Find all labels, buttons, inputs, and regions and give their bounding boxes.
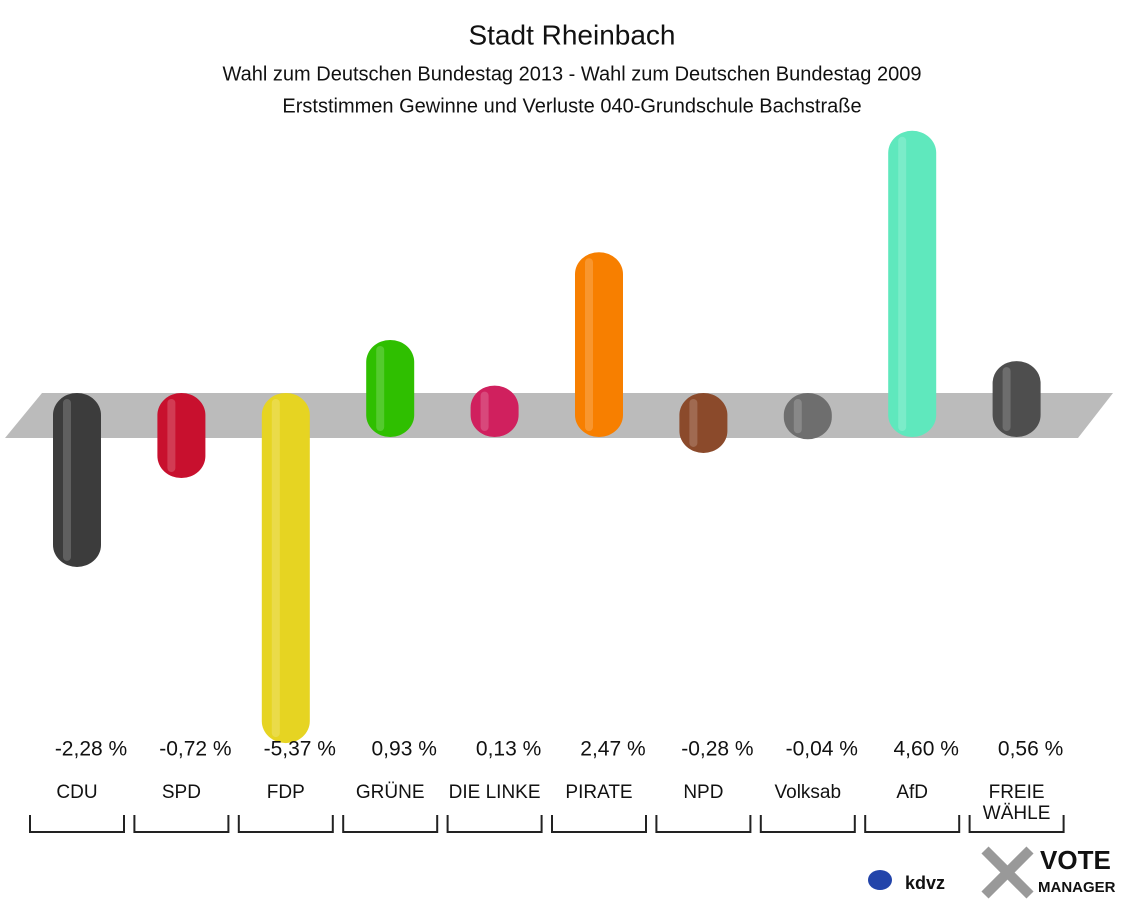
bar-highlight (480, 391, 489, 431)
bar (888, 130, 937, 438)
subtitle: Wahl zum Deutschen Bundestag 2013 - Wahl… (223, 63, 922, 85)
bar (992, 361, 1041, 437)
bar (157, 393, 206, 479)
bar (366, 339, 415, 437)
bracket (551, 815, 647, 833)
logo-text: kdvz (905, 873, 945, 893)
x-tick-label: DIE LINKE (448, 782, 541, 803)
bracket (446, 815, 543, 833)
logo-mark (868, 870, 892, 890)
bracket (864, 815, 961, 833)
bracket (759, 815, 856, 833)
x-tick-label: NPD (683, 782, 724, 803)
bracket (237, 815, 334, 833)
bar-highlight (898, 136, 907, 432)
bar (261, 393, 310, 744)
chart-title: Stadt Rheinbach (468, 19, 675, 50)
bar (53, 393, 101, 567)
x-tick-label: FREIE WÄHLE (982, 782, 1051, 824)
subtitle: Erststimmen Gewinne und Verluste 040-Gru… (282, 95, 861, 117)
value-label: -0,72 % (159, 738, 231, 761)
bar (575, 252, 623, 437)
bar-highlight (689, 399, 698, 447)
logo-text: MANAGER (1038, 879, 1116, 896)
value-label: 0,93 % (372, 738, 437, 761)
value-label: 4,60 % (894, 738, 959, 761)
x-tick-label: CDU (56, 782, 98, 803)
bar (470, 385, 519, 437)
x-tick-label: GRÜNE (355, 782, 425, 803)
bar (679, 393, 728, 453)
bracket (133, 815, 230, 833)
logo-text: VOTE (1040, 845, 1111, 875)
bar-highlight (167, 399, 176, 473)
bar-highlight (376, 345, 385, 431)
value-label: 0,13 % (476, 738, 541, 761)
bar-highlight (271, 399, 280, 738)
x-tick-label: SPD (161, 782, 201, 803)
bar (783, 393, 832, 440)
bracket (342, 815, 439, 833)
logo-mark (981, 846, 1034, 899)
x-tick-label: FDP (266, 782, 305, 803)
bracket (655, 815, 752, 833)
bracket (29, 815, 125, 833)
x-tick-label: PIRATE (565, 782, 633, 803)
value-label: 0,56 % (998, 738, 1063, 761)
x-tick-label: Volksab (774, 782, 842, 803)
value-label: -2,28 % (55, 738, 127, 761)
value-label: -5,37 % (264, 738, 336, 761)
value-label: -0,04 % (786, 738, 858, 761)
bar-highlight (1002, 367, 1011, 431)
bar-highlight (793, 399, 802, 434)
x-tick-label: AfD (896, 782, 929, 803)
bracket (968, 815, 1065, 833)
bar-highlight (63, 399, 71, 561)
bar-highlight (585, 258, 593, 431)
value-label: -0,28 % (681, 738, 753, 761)
value-label: 2,47 % (580, 738, 645, 761)
